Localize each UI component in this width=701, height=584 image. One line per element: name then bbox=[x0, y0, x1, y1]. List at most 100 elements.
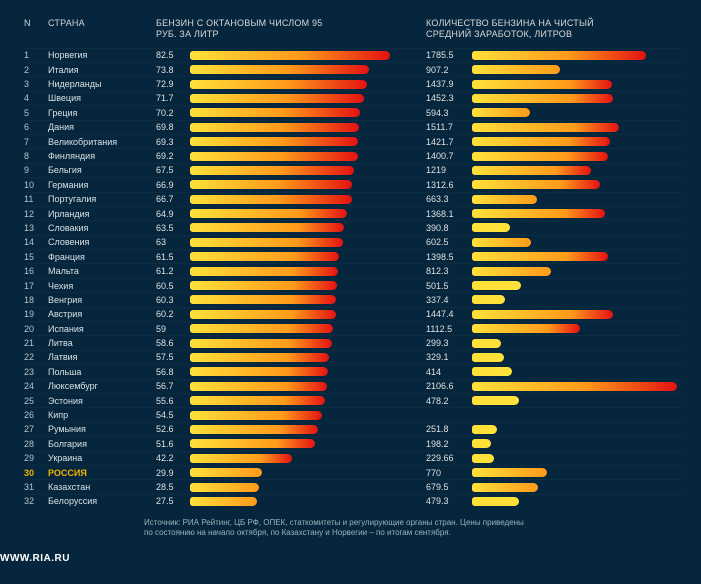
price-value: 52.6 bbox=[156, 424, 190, 434]
table-row: 16Мальта61.2812.3 bbox=[24, 263, 681, 277]
rank: 10 bbox=[24, 180, 48, 190]
price-bar bbox=[190, 94, 364, 103]
rank: 31 bbox=[24, 482, 48, 492]
price-value: 42.2 bbox=[156, 453, 190, 463]
header-country: СТРАНА bbox=[48, 18, 85, 28]
afford-bar bbox=[472, 108, 530, 117]
afford-value: 1447.4 bbox=[426, 309, 472, 319]
afford-value: 1398.5 bbox=[426, 252, 472, 262]
rank: 9 bbox=[24, 165, 48, 175]
price-value: 51.6 bbox=[156, 439, 190, 449]
afford-bar bbox=[472, 468, 547, 477]
country-name: Германия bbox=[48, 180, 156, 190]
country-name: Португалия bbox=[48, 194, 156, 204]
price-value: 60.5 bbox=[156, 281, 190, 291]
table-row: 21Литва58.6299.3 bbox=[24, 335, 681, 349]
afford-value: 229.66 bbox=[426, 453, 472, 463]
price-bar bbox=[190, 80, 367, 89]
table-row: 27Румыния52.6251.8 bbox=[24, 422, 681, 436]
country-name: Румыния bbox=[48, 424, 156, 434]
price-bar bbox=[190, 108, 360, 117]
afford-value: 1312.6 bbox=[426, 180, 472, 190]
brand-watermark: WWW.RIA.RU bbox=[0, 553, 70, 564]
afford-value: 1400.7 bbox=[426, 151, 472, 161]
afford-value: 1219 bbox=[426, 165, 472, 175]
country-name: Казахстан bbox=[48, 482, 156, 492]
price-bar bbox=[190, 195, 352, 204]
table-row: 26Кипр54.5 bbox=[24, 407, 681, 421]
table-row: 1Норвегия82.51785.5 bbox=[24, 48, 681, 62]
price-value: 61.2 bbox=[156, 266, 190, 276]
table-row: 20Испания591112.5 bbox=[24, 321, 681, 335]
price-value: 67.5 bbox=[156, 165, 190, 175]
afford-bar bbox=[472, 223, 510, 232]
afford-bar bbox=[472, 396, 519, 405]
country-name: Чехия bbox=[48, 281, 156, 291]
afford-bar bbox=[472, 310, 613, 319]
table-row: 19Австрия60.21447.4 bbox=[24, 307, 681, 321]
price-bar bbox=[190, 439, 315, 448]
price-bar bbox=[190, 65, 369, 74]
table-row: 14Словения63602.5 bbox=[24, 235, 681, 249]
country-name: Финляндия bbox=[48, 151, 156, 161]
afford-value: 501.5 bbox=[426, 281, 472, 291]
price-value: 70.2 bbox=[156, 108, 190, 118]
afford-bar bbox=[472, 324, 580, 333]
table-row: 3Нидерланды72.91437.9 bbox=[24, 76, 681, 90]
price-bar bbox=[190, 396, 325, 405]
price-value: 60.2 bbox=[156, 309, 190, 319]
header-n: N bbox=[24, 18, 31, 28]
country-name: Белоруссия bbox=[48, 496, 156, 506]
afford-value: 299.3 bbox=[426, 338, 472, 348]
rank: 23 bbox=[24, 367, 48, 377]
afford-value: 1421.7 bbox=[426, 137, 472, 147]
price-value: 56.8 bbox=[156, 367, 190, 377]
afford-value: 1368.1 bbox=[426, 209, 472, 219]
country-name: Франция bbox=[48, 252, 156, 262]
afford-bar bbox=[472, 65, 560, 74]
price-bar bbox=[190, 209, 347, 218]
table-row: 11Португалия66.7663.3 bbox=[24, 192, 681, 206]
table-row: 22Латвия57.5329.1 bbox=[24, 350, 681, 364]
table-row: 13Словакия63.5390.8 bbox=[24, 220, 681, 234]
rank: 2 bbox=[24, 65, 48, 75]
price-value: 69.3 bbox=[156, 137, 190, 147]
afford-value: 329.1 bbox=[426, 352, 472, 362]
table-row: 32Белоруссия27.5479.3 bbox=[24, 494, 681, 508]
table-row: 7Великобритания69.31421.7 bbox=[24, 134, 681, 148]
price-value: 64.9 bbox=[156, 209, 190, 219]
afford-bar bbox=[472, 454, 494, 463]
afford-bar bbox=[472, 281, 521, 290]
price-value: 27.5 bbox=[156, 496, 190, 506]
header-afford-line2: СРЕДНИЙ ЗАРАБОТОК, ЛИТРОВ bbox=[426, 29, 681, 40]
country-name: Польша bbox=[48, 367, 156, 377]
country-name: Нидерланды bbox=[48, 79, 156, 89]
country-name: Болгария bbox=[48, 439, 156, 449]
country-name: Дания bbox=[48, 122, 156, 132]
rank: 4 bbox=[24, 93, 48, 103]
table-row: 25Эстония55.6478.2 bbox=[24, 393, 681, 407]
country-name: Словения bbox=[48, 237, 156, 247]
rank: 5 bbox=[24, 108, 48, 118]
country-name: РОССИЯ bbox=[48, 468, 156, 478]
rank: 12 bbox=[24, 209, 48, 219]
afford-bar bbox=[472, 180, 600, 189]
rank: 24 bbox=[24, 381, 48, 391]
table-row: 28Болгария51.6198.2 bbox=[24, 436, 681, 450]
afford-bar bbox=[472, 382, 677, 391]
afford-value: 390.8 bbox=[426, 223, 472, 233]
afford-bar bbox=[472, 80, 612, 89]
afford-bar bbox=[472, 152, 608, 161]
price-bar bbox=[190, 324, 333, 333]
price-bar bbox=[190, 411, 322, 420]
afford-bar bbox=[472, 238, 531, 247]
headers: N СТРАНА БЕНЗИН С ОКТАНОВЫМ ЧИСЛОМ 95 РУ… bbox=[24, 18, 681, 40]
price-value: 73.8 bbox=[156, 65, 190, 75]
header-price-line2: РУБ. ЗА ЛИТР bbox=[156, 29, 396, 40]
country-name: Италия bbox=[48, 65, 156, 75]
rank: 19 bbox=[24, 309, 48, 319]
afford-value: 1437.9 bbox=[426, 79, 472, 89]
table-row: 31Казахстан28.5679.5 bbox=[24, 479, 681, 493]
afford-value: 479.3 bbox=[426, 496, 472, 506]
afford-value: 663.3 bbox=[426, 194, 472, 204]
